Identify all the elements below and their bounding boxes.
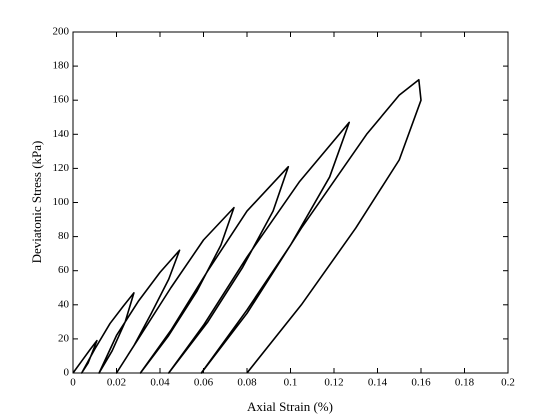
- x-tick-label: 0: [70, 377, 76, 389]
- plot-frame: [72, 31, 509, 374]
- y-tick-label: 120: [53, 162, 70, 174]
- y-tick-label: 20: [58, 332, 70, 344]
- x-tick-label: 0.14: [368, 377, 388, 389]
- x-tick-label: 0.06: [194, 377, 214, 389]
- x-tick-label: 0.12: [324, 377, 343, 389]
- y-tick-label: 60: [58, 264, 70, 276]
- x-tick-label: 0.08: [237, 377, 257, 389]
- x-tick-label: 0.02: [107, 377, 126, 389]
- y-tick-label: 40: [58, 298, 70, 310]
- x-tick-label: 0.1: [284, 377, 298, 389]
- data-line: [72, 78, 422, 374]
- y-tick-label: 200: [53, 26, 70, 38]
- x-tick-label: 0.04: [150, 377, 170, 389]
- y-axis-label: Deviatonic Stress (kPa): [29, 141, 44, 264]
- x-tick-label: 0.2: [501, 377, 515, 389]
- y-tick-label: 0: [64, 367, 70, 379]
- y-tick-label: 160: [53, 94, 70, 106]
- y-tick-label: 80: [58, 230, 70, 242]
- y-tick-label: 180: [53, 60, 70, 72]
- x-axis-label: Axial Strain (%): [247, 399, 333, 414]
- x-tick-label: 0.16: [411, 377, 431, 389]
- y-tick-label: 140: [53, 128, 70, 140]
- y-tick-label: 100: [53, 196, 70, 208]
- x-tick-label: 0.18: [455, 377, 475, 389]
